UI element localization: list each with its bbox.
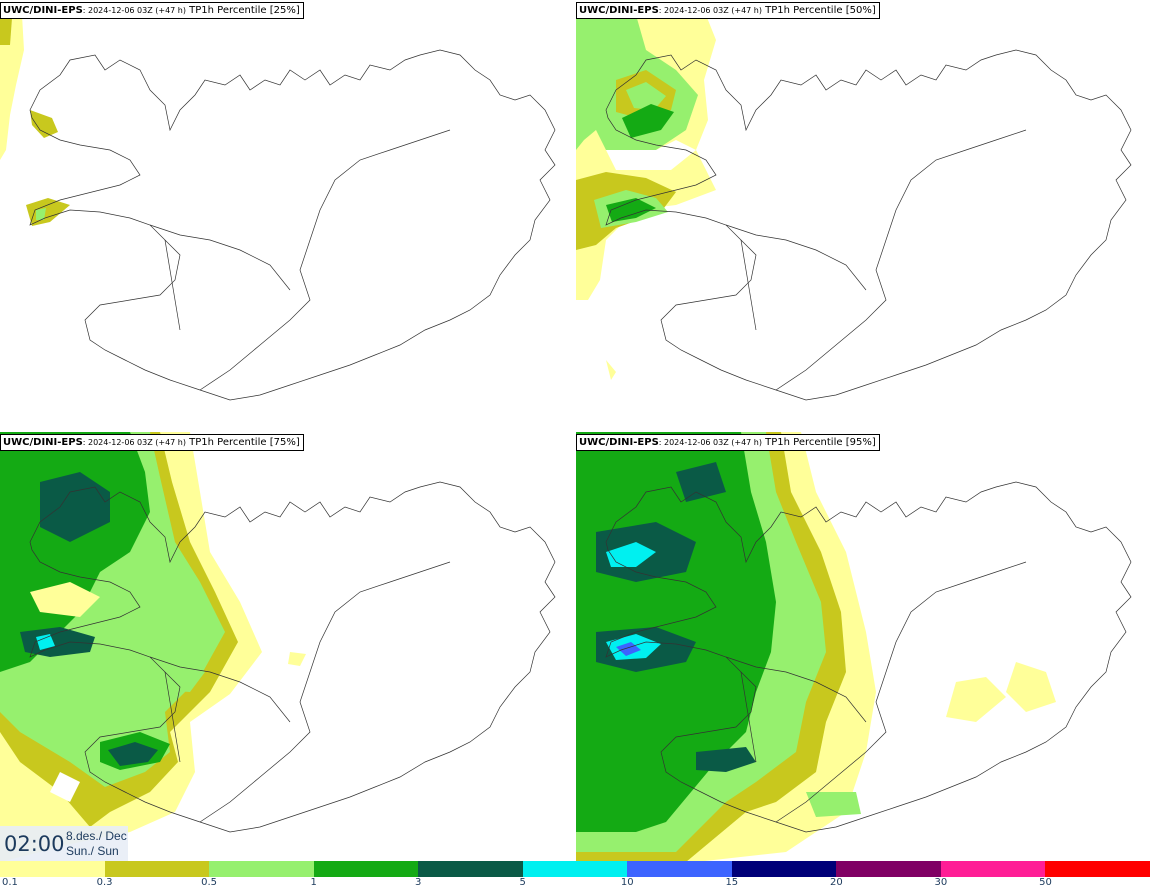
panel-title: UWC/DINI-EPS: 2024-12-06 03Z (+47 h) TP1… xyxy=(0,2,304,19)
colorbar-segment xyxy=(731,861,837,877)
precip-map-75 xyxy=(0,432,556,862)
colorbar-label: 0.1 xyxy=(2,877,18,888)
colorbar-segment xyxy=(209,861,315,877)
colorbar-segment xyxy=(1045,861,1150,877)
colorbar-label: 30 xyxy=(934,877,948,888)
colorbar-label: 15 xyxy=(725,877,739,888)
map-panel-25: UWC/DINI-EPS: 2024-12-06 03Z (+47 h) TP1… xyxy=(0,0,575,430)
map-panel-50: UWC/DINI-EPS: 2024-12-06 03Z (+47 h) TP1… xyxy=(576,0,1150,430)
colorbar-label: 20 xyxy=(829,877,843,888)
colorbar-label: 10 xyxy=(620,877,634,888)
map-panel-75: UWC/DINI-EPS: 2024-12-06 03Z (+47 h) TP1… xyxy=(0,432,575,862)
valid-time-box: 02:00 8.des./ Dec Sun./ Sun xyxy=(0,826,128,861)
panel-divider-horizontal xyxy=(0,430,1150,432)
colorbar-label: 5 xyxy=(519,877,526,888)
valid-date: 8.des./ Dec Sun./ Sun xyxy=(66,829,127,859)
colorbar-segment xyxy=(313,861,419,877)
colorbar-label: 0.3 xyxy=(96,877,113,888)
colorbar-label: 1 xyxy=(310,877,317,888)
panel-title: UWC/DINI-EPS: 2024-12-06 03Z (+47 h) TP1… xyxy=(576,434,880,451)
panel-title: UWC/DINI-EPS: 2024-12-06 03Z (+47 h) TP1… xyxy=(576,2,880,19)
colorbar-label: 50 xyxy=(1039,877,1052,888)
colorbar-segment xyxy=(940,861,1046,877)
valid-date-line1: 8.des./ Dec xyxy=(66,829,127,843)
panel-title: UWC/DINI-EPS: 2024-12-06 03Z (+47 h) TP1… xyxy=(0,434,304,451)
colorbar-segment xyxy=(522,861,628,877)
colorbar-label: 3 xyxy=(414,877,422,888)
precip-map-50 xyxy=(576,15,1132,401)
valid-date-line2: Sun./ Sun xyxy=(66,844,119,858)
colorbar-segment xyxy=(104,861,210,877)
precip-map-95 xyxy=(576,432,1132,862)
map-panel-95: UWC/DINI-EPS: 2024-12-06 03Z (+47 h) TP1… xyxy=(576,432,1150,862)
colorbar-segment xyxy=(418,861,524,877)
colorbar-label: 0.5 xyxy=(201,877,218,888)
precip-map-25 xyxy=(0,15,556,401)
valid-hour: 02:00 xyxy=(4,832,65,856)
colorbar-segment xyxy=(627,861,733,877)
colorbar-segment xyxy=(0,861,105,877)
colorbar-segment xyxy=(836,861,942,877)
precip-colorbar: 0.1 0.3 0.5 1 3 5 10 15 20 30 50 xyxy=(0,861,1150,891)
